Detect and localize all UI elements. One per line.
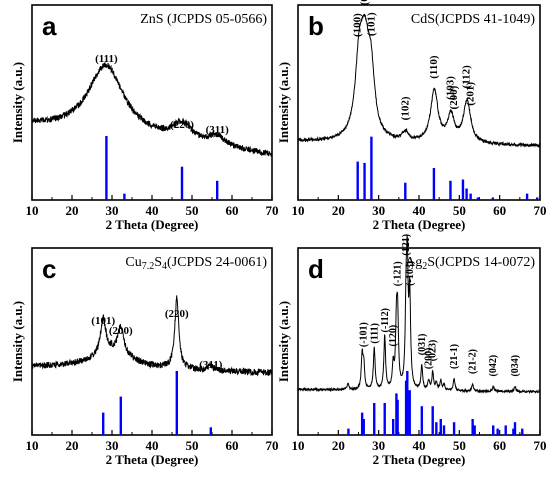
reference-label: Cu7.2S4(JCPDS 24-0061): [125, 255, 267, 272]
x-tick-label: 60: [226, 203, 239, 218]
x-tick-label: 70: [266, 438, 279, 453]
reference-text: Cu: [125, 255, 141, 270]
peak-label: (-103): [405, 261, 416, 286]
panel-letter: a: [42, 11, 57, 41]
peak-label: (-101): [359, 322, 370, 347]
x-tick-label: 40: [146, 438, 159, 453]
peak-label: (21-2): [468, 349, 479, 374]
x-tick-label: 10: [292, 438, 305, 453]
x-axis-title: 2 Theta (Degree): [373, 452, 466, 467]
x-tick-label: 60: [493, 203, 506, 218]
reference-label: Ag2S(JCPDS 14-0072): [405, 255, 535, 272]
xrd-pattern: [31, 62, 273, 157]
peak-label: (-121): [393, 261, 404, 286]
x-tick-label: 30: [372, 438, 385, 453]
peak-label: (101): [91, 315, 115, 327]
x-axis-title: 2 Theta (Degree): [373, 217, 466, 232]
x-tick-label: 40: [413, 203, 426, 218]
x-tick-label: 30: [106, 438, 119, 453]
peak-label: (121): [401, 234, 412, 256]
peak-label: (311): [199, 359, 223, 371]
peak-label: (220): [165, 308, 189, 320]
peak-label: (111): [370, 323, 381, 344]
x-axis-title: 2 Theta (Degree): [106, 217, 199, 232]
peak-label: (102): [399, 96, 411, 120]
reference-subscript: 7.2: [142, 261, 155, 272]
peak-label: (21-1): [449, 344, 460, 369]
x-tick-label: 60: [493, 438, 506, 453]
panel-letter: b: [308, 11, 324, 41]
reference-text: S: [154, 255, 162, 270]
reference-text: (JCPDS 24-0061): [167, 255, 267, 270]
x-tick-label: 20: [66, 203, 79, 218]
peak-label: (200): [424, 347, 435, 369]
x-tick-label: 70: [534, 203, 547, 218]
peak-label: (002): [359, 0, 371, 5]
reference-text: S: [427, 255, 435, 270]
y-axis-title: Intensity (a.u.): [10, 62, 25, 143]
reference-subscript: 2: [422, 261, 427, 272]
x-tick-label: 20: [332, 203, 345, 218]
x-tick-label: 50: [186, 438, 199, 453]
peak-label: (101): [365, 12, 377, 36]
x-tick-label: 30: [372, 203, 385, 218]
xrd-pattern: [297, 235, 541, 395]
reference-text: Ag: [405, 255, 422, 270]
x-tick-label: 40: [413, 438, 426, 453]
reference-text: (JCPDS 14-0072): [435, 255, 535, 270]
peak-label: (201): [465, 82, 477, 106]
xrd-pattern: [31, 295, 273, 377]
x-tick-label: 70: [266, 203, 279, 218]
x-tick-label: 10: [26, 438, 39, 453]
x-tick-label: 10: [26, 203, 39, 218]
x-tick-label: 10: [292, 203, 305, 218]
panel-b: 10 20 30 40 50 60 70 2 Theta (Degree) Intensity …: [276, 0, 547, 232]
peak-label: (120): [388, 325, 399, 347]
reference-label: CdS(JCPDS 41-1049): [411, 12, 535, 27]
panel-a: 10 20 30 40 50 60 70 2 Theta (Degree) Intensity …: [10, 4, 279, 232]
peak-label: (100): [352, 13, 364, 37]
x-tick-label: 60: [226, 438, 239, 453]
peak-label: (200): [448, 85, 460, 109]
x-tick-label: 30: [106, 203, 119, 218]
reference-subscript: 4: [162, 261, 167, 272]
x-tick-label: 70: [534, 438, 547, 453]
peak-label: (042): [488, 355, 499, 377]
xrd-pattern: [297, 13, 541, 148]
plot-frame: [297, 4, 541, 201]
peak-label: (311): [206, 124, 230, 136]
x-tick-label: 40: [146, 203, 159, 218]
peak-label: (112): [461, 65, 473, 89]
peak-label: (110): [428, 55, 440, 79]
plot-frame: [31, 247, 273, 436]
y-axis-title: Intensity (a.u.): [276, 62, 291, 143]
peak-label: (023): [428, 340, 439, 362]
peak-label: (103): [444, 76, 456, 100]
reference-label: ZnS (JCPDS 05-0566): [140, 12, 267, 27]
peak-label: (220): [170, 119, 194, 131]
plot-frame: [31, 4, 273, 201]
x-tick-label: 50: [453, 203, 466, 218]
panel-d: 10 20 30 40 50 60 70 2 Theta (Degree) Intensity …: [276, 234, 547, 467]
x-tick-label: 50: [186, 203, 199, 218]
peak-label: (034): [510, 355, 521, 377]
panel-c: 10 20 30 40 50 60 70 2 Theta (Degree) Intensity …: [10, 247, 279, 467]
y-axis-title: Intensity (a.u.): [10, 301, 25, 382]
x-axis-title: 2 Theta (Degree): [106, 452, 199, 467]
peak-label: (-112): [380, 308, 391, 332]
panel-letter: c: [42, 254, 56, 284]
peak-label: (200): [109, 325, 133, 337]
x-tick-label: 20: [66, 438, 79, 453]
peak-label: (031): [417, 334, 428, 356]
peak-label: (111): [95, 53, 118, 65]
panel-letter: d: [308, 254, 324, 284]
x-tick-label: 50: [453, 438, 466, 453]
x-tick-label: 20: [332, 438, 345, 453]
y-axis-title: Intensity (a.u.): [276, 301, 291, 382]
